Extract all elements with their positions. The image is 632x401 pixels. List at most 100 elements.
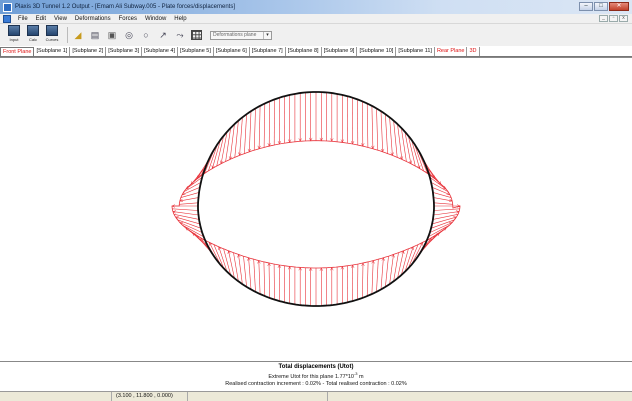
displacement-vector <box>172 208 199 211</box>
window-title: Plaxis 3D Tunnel 1.2 Output - [Emam Ali … <box>15 4 235 10</box>
displacement-vector <box>408 244 419 269</box>
displacement-vector <box>180 192 200 198</box>
displacement-arrowhead <box>310 137 313 141</box>
plane-select[interactable]: Deformations plane ▾ <box>210 30 272 40</box>
mdi-minimize-icon[interactable]: _ <box>599 15 608 22</box>
close-icon[interactable]: ✕ <box>609 2 629 11</box>
displacement-arrowhead <box>410 160 413 164</box>
displacement-vector <box>268 262 270 299</box>
displacement-vector <box>404 131 412 164</box>
curves-icon <box>46 25 58 36</box>
displacement-arrowhead <box>331 138 334 142</box>
title-bar[interactable]: Plaxis 3D Tunnel 1.2 Output - [Emam Ali … <box>0 0 632 14</box>
displacement-vector <box>177 219 202 229</box>
select-points-icon[interactable]: ⤳ <box>176 30 184 40</box>
displacement-arrowhead <box>279 264 281 268</box>
tab-rear-plane[interactable]: Rear Plane <box>435 47 468 56</box>
displacement-arrowhead <box>319 137 322 141</box>
minimize-icon[interactable]: – <box>579 2 593 11</box>
displacement-vector <box>228 250 235 279</box>
maximize-icon[interactable]: □ <box>594 2 608 11</box>
curves-button[interactable]: Curves <box>44 25 60 45</box>
displacement-arrowhead <box>401 156 404 160</box>
tab-subplane-6[interactable]: [Subplane 6] <box>214 47 250 56</box>
menu-view[interactable]: View <box>54 15 67 22</box>
tab-subplane-3[interactable]: [Subplane 3] <box>106 47 143 56</box>
displacement-vector <box>362 262 364 299</box>
displacement-arrowhead <box>362 262 365 267</box>
displacement-vector <box>225 127 231 162</box>
tab-subplane-7[interactable]: [Subplane 7] <box>250 47 286 56</box>
open-file-icon[interactable]: ▤ <box>90 30 100 40</box>
displacement-vector <box>258 260 261 295</box>
tab-3d[interactable]: 3D <box>467 47 480 56</box>
mdi-close-icon[interactable]: x <box>619 15 628 22</box>
drawing-canvas[interactable] <box>0 57 632 362</box>
tab-subplane-2[interactable]: [Subplane 2] <box>70 47 107 56</box>
menu-forces[interactable]: Forces <box>118 15 137 22</box>
displacement-vector <box>173 214 200 220</box>
displacement-vector <box>389 254 394 285</box>
displacement-vector <box>179 202 199 205</box>
menu-file[interactable]: File <box>18 15 28 22</box>
displacement-arrowhead <box>279 140 282 145</box>
tab-subplane-8[interactable]: [Subplane 8] <box>286 47 322 56</box>
cross-section-icon[interactable]: ↗ <box>159 30 167 40</box>
tab-subplane-9[interactable]: [Subplane 9] <box>322 47 358 56</box>
menu-window[interactable]: Window <box>144 15 167 22</box>
input-icon <box>8 25 20 36</box>
displacement-arrowhead <box>211 165 213 169</box>
displacement-vector <box>371 105 374 149</box>
displacement-vector <box>183 181 202 192</box>
displacement-arrowhead <box>267 262 270 267</box>
print-icon[interactable]: ▣ <box>107 30 117 40</box>
table-icon[interactable] <box>191 30 202 40</box>
calc-button[interactable]: Calc <box>25 25 41 45</box>
mdi-restore-icon[interactable]: ▫ <box>609 15 618 22</box>
displacement-vector <box>185 176 203 190</box>
displacement-vector <box>244 114 247 154</box>
displacement-vector <box>253 108 256 151</box>
tab-subplane-10[interactable]: [Subplane 10] <box>357 47 397 56</box>
zoom-out-icon[interactable]: ○ <box>143 30 149 40</box>
displacement-vector <box>179 222 203 233</box>
displacement-vector <box>433 202 453 205</box>
displacement-vector <box>229 124 235 160</box>
input-button[interactable]: Input <box>6 25 22 45</box>
tab-front-plane[interactable]: Front Plane <box>0 47 35 56</box>
tab-subplane-4[interactable]: [Subplane 4] <box>142 47 178 56</box>
displacement-vector <box>220 131 228 164</box>
displacement-vector <box>258 105 261 149</box>
displacement-vector <box>208 144 218 171</box>
displacement-vector <box>175 216 200 225</box>
displacement-vector <box>380 257 384 290</box>
menu-edit[interactable]: Edit <box>35 15 47 22</box>
displacement-vector <box>216 135 224 167</box>
displacement-arrowhead <box>383 257 385 261</box>
displacement-arrowhead <box>288 266 290 270</box>
open-folder-icon[interactable]: ◢ <box>74 30 82 40</box>
tab-subplane-1[interactable]: [Subplane 1] <box>34 47 71 56</box>
displacement-arrowhead <box>342 266 344 270</box>
displacement-arrowhead <box>319 267 322 271</box>
displacement-vector <box>397 250 404 279</box>
displacement-vector <box>411 139 420 169</box>
displacement-envelope <box>171 140 461 269</box>
document-icon[interactable] <box>3 14 11 23</box>
displacement-arrowhead <box>430 237 432 242</box>
legend-title: Total displacements (Utot) <box>278 364 354 370</box>
displacement-arrowhead <box>277 140 280 145</box>
displacement-vector <box>371 260 374 295</box>
menu-help[interactable]: Help <box>174 15 187 22</box>
displacement-arrowhead <box>321 137 323 141</box>
displacement-arrowhead <box>361 143 364 147</box>
displacement-arrowhead <box>403 250 405 254</box>
displacement-arrowhead <box>219 160 222 164</box>
tab-subplane-5[interactable]: [Subplane 5] <box>178 47 214 56</box>
menu-deformations[interactable]: Deformations <box>74 15 111 22</box>
zoom-in-icon[interactable]: ◎ <box>125 30 133 40</box>
displacement-arrowhead <box>268 262 271 267</box>
tab-subplane-11[interactable]: [Subplane 11] <box>396 47 435 56</box>
displacement-arrowhead <box>238 152 240 156</box>
